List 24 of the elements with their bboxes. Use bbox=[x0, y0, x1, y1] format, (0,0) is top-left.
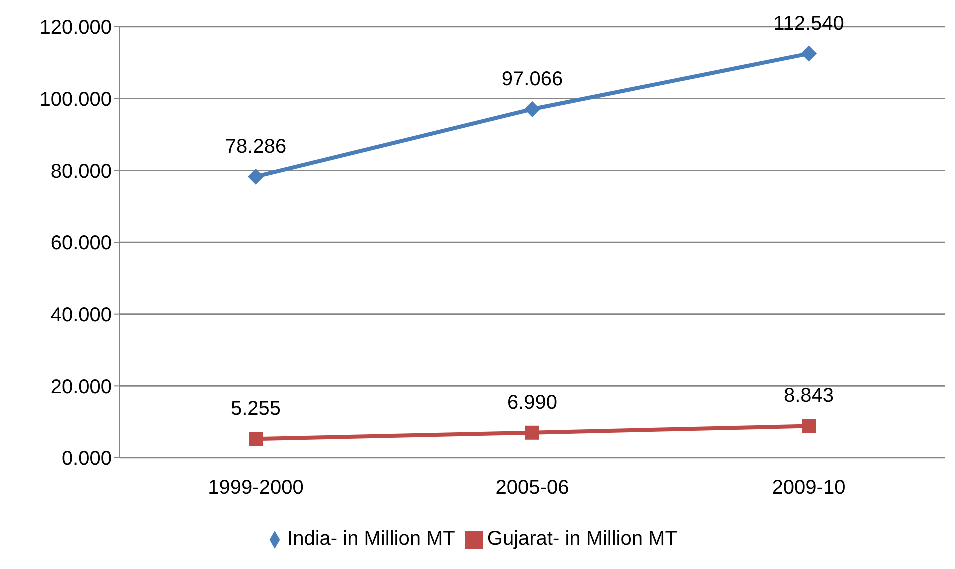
y-tick-label: 20.000 bbox=[50, 376, 112, 398]
y-tick-label: 80.000 bbox=[50, 160, 112, 183]
legend-label: Gujarat- in Million MT bbox=[487, 528, 678, 550]
x-tick-label: 2009-10 bbox=[772, 477, 846, 500]
y-tick-label: 100.000 bbox=[40, 88, 112, 111]
point bbox=[524, 101, 540, 118]
legend-label: India- in Million MT bbox=[288, 528, 456, 550]
y-tick-label: 0.000 bbox=[62, 448, 112, 470]
data-label: 97.066 bbox=[502, 68, 564, 90]
data-label: 8.843 bbox=[784, 385, 834, 408]
point bbox=[526, 426, 540, 440]
data-label: 5.255 bbox=[230, 398, 282, 420]
x-tick-label: 2005-06 bbox=[496, 477, 570, 500]
y-tick-label: 60.000 bbox=[50, 232, 112, 255]
point bbox=[801, 46, 817, 62]
y-tick-label: 40.000 bbox=[50, 304, 112, 326]
point bbox=[248, 168, 264, 185]
data-label: 6.990 bbox=[507, 392, 558, 414]
point bbox=[249, 432, 263, 446]
y-tick-label: 120.000 bbox=[40, 17, 112, 40]
x-tick-label: 1999-2000 bbox=[208, 477, 304, 500]
data-label: 78.286 bbox=[225, 136, 287, 158]
data-label: 112.540 bbox=[774, 12, 844, 35]
point bbox=[802, 419, 816, 434]
